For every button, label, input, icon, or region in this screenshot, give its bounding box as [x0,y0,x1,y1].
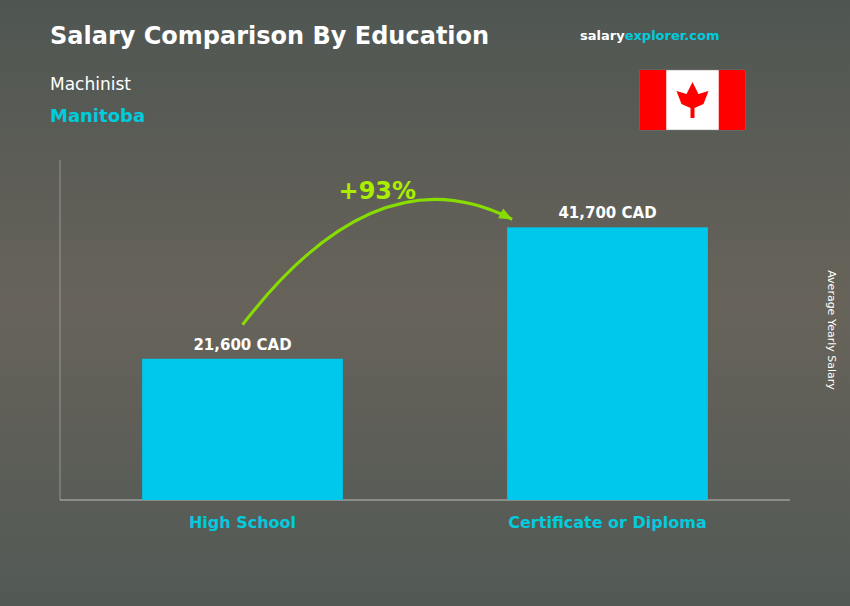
x-tick-label: High School [189,513,296,532]
site-label: salaryexplorer.com [580,28,719,43]
flag-band [719,70,745,130]
change-arrow-head [498,209,512,220]
data-label: 41,700 CAD [558,204,656,222]
flag-field [640,70,745,130]
change-arrow [243,199,513,324]
flag-leaf [677,82,709,118]
bars [142,227,708,500]
y-axis-line [60,160,61,500]
data-label: 21,600 CAD [193,336,291,354]
bar [142,359,343,500]
bar [507,227,708,500]
flag [640,70,745,130]
x-tick-label: Certificate or Diploma [508,513,706,532]
change-label: +93% [339,177,417,205]
y-axis-label: Average Yearly Salary [825,270,838,390]
site-part: salary [580,28,625,43]
site-part: explorer.com [625,28,720,43]
subtitle: Machinist [50,74,131,94]
background [0,0,850,606]
title: Salary Comparison By Education [50,22,489,50]
region-label: Manitoba [50,105,145,126]
chart: 21,600 CAD 41,700 CAD High School Certifica… [0,0,850,606]
flag-band [640,70,666,130]
